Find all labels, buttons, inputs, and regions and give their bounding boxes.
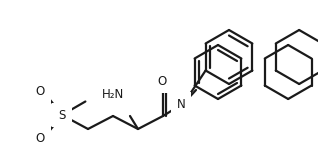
Text: N: N xyxy=(176,98,185,111)
Text: O: O xyxy=(35,85,45,98)
Text: O: O xyxy=(157,74,167,88)
Text: H: H xyxy=(181,106,189,116)
Text: S: S xyxy=(58,109,66,122)
Text: O: O xyxy=(35,132,45,145)
Text: H₂N: H₂N xyxy=(102,88,124,101)
